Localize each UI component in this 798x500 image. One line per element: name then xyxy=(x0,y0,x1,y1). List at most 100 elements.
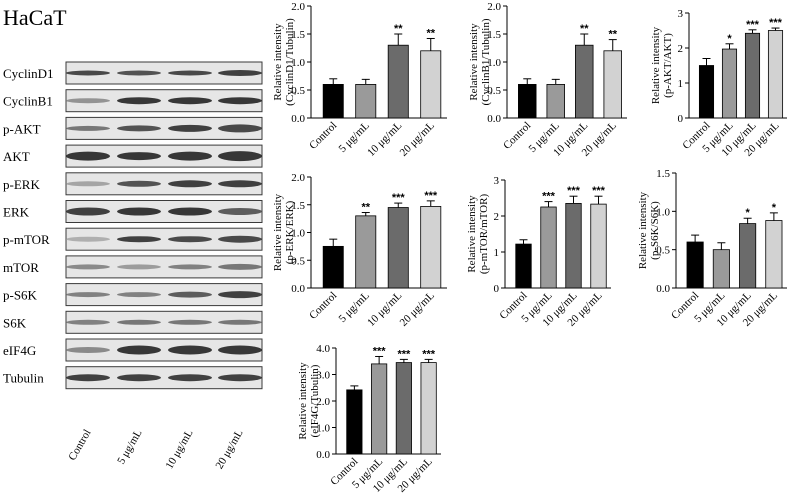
blot-band xyxy=(168,345,212,355)
blot-band xyxy=(117,152,161,161)
blot-band xyxy=(66,292,110,298)
x-tick-label: Control xyxy=(307,290,339,322)
blot-band xyxy=(168,264,212,270)
blot-row-label: p-AKT xyxy=(3,121,41,136)
y-tick-label: 0.5 xyxy=(656,245,670,257)
blot-row-label: AKT xyxy=(3,149,30,164)
y-tick-label: 3.0 xyxy=(316,370,330,382)
bar-chart: 0.0 0.5 1.0 1.5 2.0 Relative intensity (p-ERK/… xyxy=(272,172,447,329)
significance-marker: *** xyxy=(769,17,783,29)
blot-row: CyclinD1 xyxy=(3,61,263,85)
y-axis-label: (p-AKT/AKT) xyxy=(662,33,674,98)
y-axis-label: Relative intensity xyxy=(272,23,284,101)
blot-row: mTOR xyxy=(3,255,263,279)
bar xyxy=(712,249,730,289)
bar xyxy=(322,84,344,119)
y-axis-label: Relative intensity xyxy=(637,191,649,269)
bar xyxy=(698,65,715,119)
blot-band xyxy=(168,97,212,105)
significance-marker: ** xyxy=(361,202,370,214)
y-tick-label: 0.0 xyxy=(656,283,670,295)
x-tick-label: 10 μg/mL xyxy=(365,119,404,158)
blot-band xyxy=(66,125,110,131)
bar xyxy=(590,203,607,289)
x-tick-label: Control xyxy=(307,120,339,152)
bar xyxy=(420,206,442,289)
bar xyxy=(767,30,784,119)
y-tick-label: 3 xyxy=(678,8,684,20)
significance-marker: *** xyxy=(567,185,581,197)
blot-band xyxy=(218,151,262,162)
blot-row: CyclinB1 xyxy=(3,89,263,113)
blot-band xyxy=(218,180,262,188)
blot-band xyxy=(218,319,262,325)
y-tick-label: 2.0 xyxy=(316,396,330,408)
y-tick-label: 0.5 xyxy=(487,85,501,97)
significance-marker: *** xyxy=(592,185,606,197)
significance-marker: ** xyxy=(394,23,403,35)
bar xyxy=(346,389,363,455)
y-axis-label: (eIF4G/Tubulin) xyxy=(309,364,321,437)
y-tick-label: 0.0 xyxy=(291,283,305,295)
blot-band xyxy=(117,236,161,243)
y-tick-label: 2 xyxy=(678,43,684,55)
significance-marker: *** xyxy=(422,348,436,360)
y-tick-label: 2.0 xyxy=(291,172,305,184)
bar-chart: 0.0 0.5 1.0 1.5 2.0 Relative intensity (Cyclin… xyxy=(272,1,447,159)
significance-marker: * xyxy=(745,207,750,219)
blot-row-label: mTOR xyxy=(3,260,39,275)
y-tick-label: 0.5 xyxy=(291,255,305,267)
figure-title: HaCaT xyxy=(3,5,67,30)
bar xyxy=(575,44,594,119)
y-tick-label: 1.0 xyxy=(316,423,330,435)
y-tick-label: 0.0 xyxy=(487,113,501,125)
blot-band xyxy=(117,70,161,76)
y-tick-label: 1.5 xyxy=(291,200,305,212)
blot-band xyxy=(66,236,110,242)
x-tick-label: 10 μg/mL xyxy=(365,289,404,328)
bar xyxy=(420,362,437,455)
blot-row-label: eIF4G xyxy=(3,343,36,358)
blot-band xyxy=(117,374,161,382)
x-tick-label: 20 μg/mL xyxy=(398,119,437,158)
significance-marker: *** xyxy=(424,190,438,202)
blot-band xyxy=(218,70,262,76)
blot-band xyxy=(218,263,262,270)
blot-band xyxy=(218,124,262,133)
y-tick-label: 0.5 xyxy=(291,85,305,97)
significance-marker: * xyxy=(772,202,777,214)
blot-band xyxy=(66,151,110,161)
bar xyxy=(686,241,704,289)
y-tick-label: 0.0 xyxy=(316,449,330,461)
blot-band xyxy=(117,264,161,270)
blot-row: p-mTOR xyxy=(3,227,263,251)
y-tick-label: 3 xyxy=(494,175,500,187)
blot-band xyxy=(218,345,262,355)
blot-band xyxy=(66,98,110,104)
blot-band xyxy=(117,180,161,187)
blot-band xyxy=(218,374,262,382)
bar xyxy=(744,32,761,119)
bar xyxy=(355,84,377,119)
y-axis-label: (p-mTOR/mTOR) xyxy=(478,194,490,275)
blot-band xyxy=(218,97,262,105)
blot-band xyxy=(66,207,110,216)
blot-row: Tubulin xyxy=(3,366,263,390)
blot-band xyxy=(66,374,110,382)
bar xyxy=(387,44,409,119)
blot-band xyxy=(66,264,110,270)
y-axis-label: Relative intensity xyxy=(272,193,284,271)
blot-band xyxy=(66,70,110,76)
significance-marker: *** xyxy=(746,19,760,31)
bar xyxy=(603,50,622,119)
blot-band xyxy=(117,97,161,105)
y-tick-label: 0 xyxy=(494,283,500,295)
blot-row: AKT xyxy=(3,144,263,168)
blot-band xyxy=(168,319,212,325)
bar xyxy=(371,363,388,455)
blot-band xyxy=(168,151,212,161)
bar xyxy=(395,362,412,455)
y-tick-label: 0 xyxy=(678,113,684,125)
